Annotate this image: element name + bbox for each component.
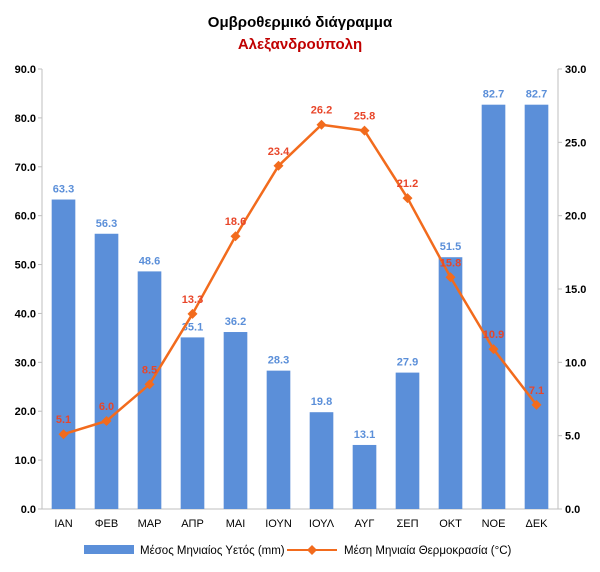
legend-bar-label: Μέσος Μηνιαίος Υετός (mm) [140,545,285,557]
left-axis-tick-label: 0.0 [21,504,36,516]
precipitation-bar [51,199,76,510]
precipitation-bar-label: 82.7 [526,89,547,101]
x-axis-category-label: ΔΕΚ [525,518,548,530]
temperature-point-label: 8.5 [142,364,157,376]
precipitation-bar-label: 19.8 [311,396,332,408]
left-axis-tick-label: 20.0 [15,406,36,418]
left-axis-tick-label: 60.0 [15,211,36,223]
x-axis-category-label: ΦΕΒ [95,518,118,530]
x-axis-category-label: ΜΑΙ [226,518,246,530]
precipitation-bar [438,257,463,509]
legend-bar-swatch [84,545,134,554]
temperature-line [63,123,538,436]
precipitation-bar-label: 36.2 [225,316,246,328]
x-axis-category-label: ΟΚΤ [439,518,462,530]
precipitation-bar-label: 28.3 [268,355,289,367]
temperature-point-label: 13.3 [182,294,203,306]
left-axis-tick-label: 70.0 [15,162,36,174]
temperature-point [273,160,284,171]
temperature-point [531,399,542,410]
precipitation-bar-label: 82.7 [483,89,504,101]
precipitation-bar [395,372,420,509]
x-axis-category-label: ΙΟΥΝ [265,518,292,530]
precipitation-bar-label: 56.3 [96,218,117,230]
temperature-point [144,379,155,390]
temperature-point-label: 15.8 [440,257,461,269]
temperature-point-label: 6.0 [99,401,114,413]
x-axis-category-label: ΑΠΡ [181,518,204,530]
chart-title: Ομβροθερμικό διάγραμμα [208,14,393,31]
precipitation-bar [137,271,162,509]
x-axis-category-label: ΙΑΝ [54,518,72,530]
right-axis-tick-label: 20.0 [565,211,586,223]
precipitation-bar [94,233,119,509]
legend-line-marker [307,545,317,555]
legend-line-label: Μέση Μηνιαία Θερμοκρασία (°C) [344,545,512,557]
temperature-point [187,308,198,319]
left-axis-tick-label: 90.0 [15,64,36,76]
axes: 0.0 10.0 20.0 30.0 40.0 50.0 60.0 70.0 80.0 90.0 0… [15,64,587,530]
right-axis-tick-label: 10.0 [565,357,586,369]
left-axis-tick-label: 50.0 [15,260,36,272]
temperature-point [359,125,370,136]
right-axis-tick-label: 15.0 [565,284,586,296]
temperature-point [445,272,456,283]
chart-subtitle: Αλεξανδρούπολη [238,36,362,53]
right-axis-tick-label: 0.0 [565,504,580,516]
precipitation-bar [309,412,334,509]
temperature-point [402,193,413,204]
bars [51,104,549,510]
temperature-point-label: 26.2 [311,105,332,117]
x-axis-category-label: ΝΟΕ [482,518,506,530]
left-axis-tick-label: 10.0 [15,455,36,467]
line-labels: 5.1 6.0 8.5 13.3 18.6 23.4 26.2 25.8 21.2 15.8 10.… [56,105,544,426]
x-axis-category-label: ΣΕΠ [396,518,418,530]
precipitation-bar [524,104,549,509]
precipitation-bar [180,337,205,509]
x-axis-category-label: ΜΑΡ [138,518,162,530]
precipitation-bar-label: 48.6 [139,255,160,267]
temperature-point-label: 21.2 [397,178,418,190]
temperature-point [230,231,241,242]
left-axis-tick-label: 80.0 [15,113,36,125]
temperature-point-label: 7.1 [529,385,544,397]
temperature-point-label: 25.8 [354,111,375,123]
precipitation-bar-label: 63.3 [53,184,74,196]
precipitation-bar [352,444,377,509]
temperature-point [58,429,69,440]
temperature-point [101,416,112,426]
left-axis-tick-label: 40.0 [15,308,36,320]
precipitation-bar [266,370,291,509]
right-axis-tick-label: 30.0 [565,64,586,76]
right-axis-tick-label: 5.0 [565,431,580,443]
x-axis-category-label: ΙΟΥΛ [309,518,335,530]
right-axis-tick-label: 25.0 [565,137,586,149]
x-axis-category-label: ΑΥΓ [355,518,375,530]
left-axis-tick-label: 30.0 [15,357,36,369]
bar-labels: 63.356.348.635.1 36.228.319.813.127.951.5… [53,89,547,441]
precipitation-bar [481,104,506,509]
precipitation-bar-label: 13.1 [354,429,375,441]
temperature-point [488,344,499,355]
temperature-point-label: 5.1 [56,414,71,426]
temperature-point-label: 10.9 [483,329,504,341]
temperature-line-layer [58,119,542,440]
temperature-point-label: 18.6 [225,216,246,228]
precipitation-bar-label: 27.9 [397,357,418,369]
temperature-point [316,119,327,130]
legend: Μέσος Μηνιαίος Υετός (mm) Μέση Μηνιαία Θ… [84,545,512,557]
precipitation-bar [223,332,248,509]
temperature-point-label: 23.4 [268,146,290,158]
precipitation-bar-label: 51.5 [440,241,461,253]
